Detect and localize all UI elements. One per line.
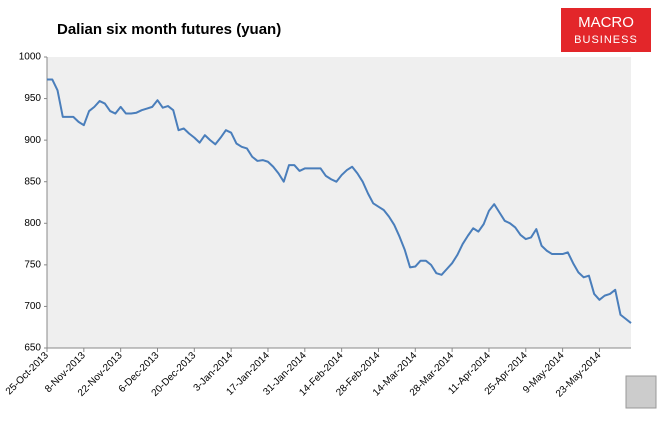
y-tick-label: 1000 [19,52,42,63]
y-tick-label: 900 [24,135,41,146]
wolf-icon [625,375,657,409]
y-tick-label: 650 [24,343,41,354]
logo-text: MACRO [578,14,634,31]
logo-text: BUSINESS [574,34,638,46]
y-tick-label: 950 [24,93,41,104]
y-tick-label: 800 [24,218,41,229]
plot-area [47,57,631,348]
y-tick-label: 700 [24,301,41,312]
y-tick-label: 750 [24,259,41,270]
data-line [47,78,632,324]
x-tick-label: 25-Oct-2013 [4,350,51,397]
y-tick-label: 850 [24,176,41,187]
logo-box [561,8,651,52]
chart-title: Dalian six month futures (yuan) [57,21,281,38]
